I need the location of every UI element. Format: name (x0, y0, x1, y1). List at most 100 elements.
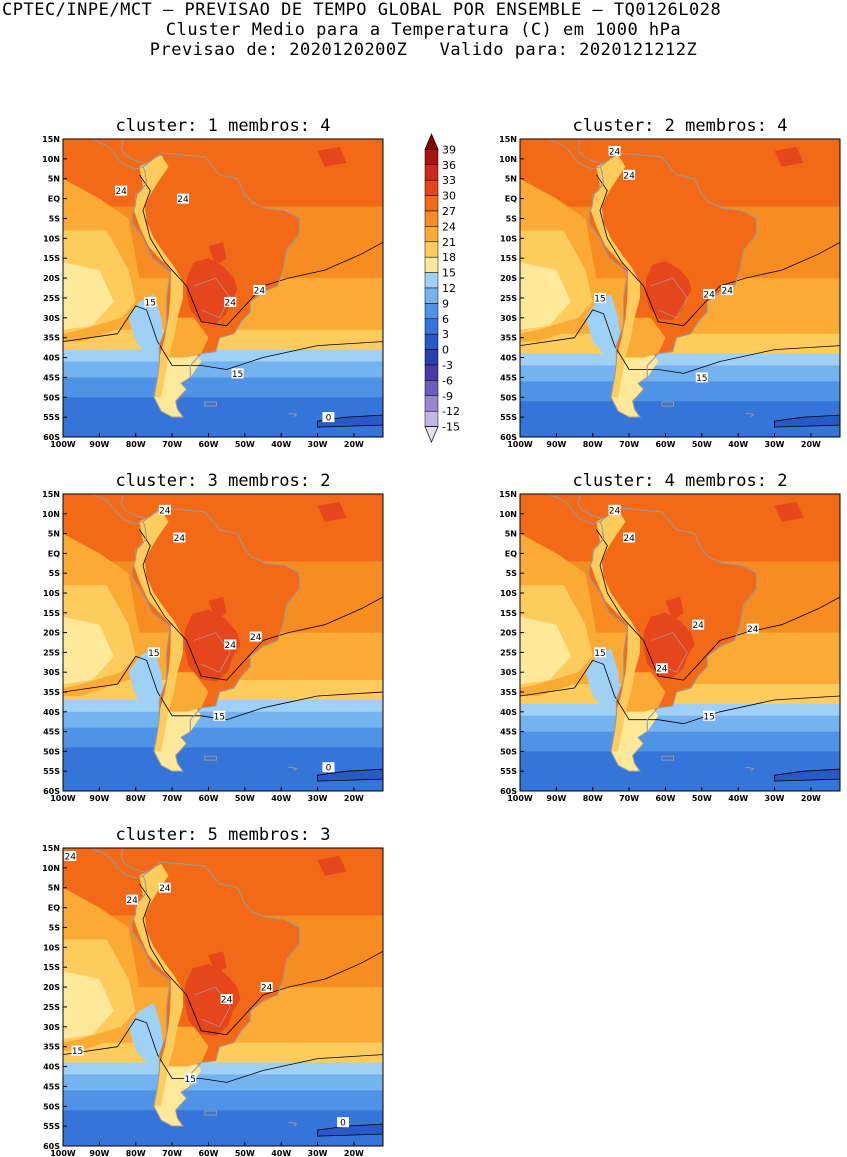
contour-label: 24 (609, 147, 621, 157)
colorbar-triangle-top (424, 133, 439, 150)
lon-label: 20W (344, 1149, 364, 1157)
contour-label: 15 (594, 649, 605, 659)
lat-label: 5N (505, 175, 517, 184)
lat-label: 15N (42, 135, 60, 144)
lat-label: 45S (500, 728, 517, 737)
contour-24 (596, 174, 840, 327)
lon-label: 70W (619, 440, 639, 449)
hot-core (643, 612, 695, 679)
contour-label-box (703, 710, 716, 721)
south-continent-mild (625, 672, 666, 712)
colorbar-label: 18 (442, 251, 456, 264)
contour-label-box (594, 292, 606, 303)
lat-label: 30S (43, 1023, 60, 1032)
temperature-band-4 (63, 349, 383, 363)
temperature-band-4 (520, 703, 840, 717)
lat-label: 10S (500, 234, 517, 243)
contour-24 (139, 883, 383, 1036)
lon-label: 90W (89, 440, 109, 449)
contour-label: 24 (747, 625, 759, 635)
pacific-15-band (520, 262, 571, 330)
contour-label-box (220, 993, 233, 1004)
south-georgia (745, 412, 755, 418)
lat-label: 5S (506, 214, 518, 223)
colorbar-label: 27 (442, 205, 456, 218)
contour-15 (63, 305, 383, 370)
map-frame (519, 138, 841, 438)
lon-label: 40W (271, 440, 291, 449)
lat-label: 55S (43, 413, 60, 422)
temperature-band-5 (520, 365, 840, 382)
lat-label: 35S (43, 334, 60, 343)
contour-24 (139, 529, 383, 681)
central-america-coast (90, 139, 148, 170)
lon-label: 20W (801, 794, 821, 803)
colorbar-label: -15 (442, 421, 460, 434)
lon-label: 80W (126, 1149, 146, 1157)
colorbar-label: 30 (442, 190, 456, 203)
lon-label: 40W (728, 794, 748, 803)
lon-label: 50W (692, 794, 712, 803)
lat-label: 15S (500, 609, 517, 618)
temperature-band-5 (520, 715, 840, 733)
lon-label: 20W (344, 440, 364, 449)
lat-label: 25S (43, 294, 60, 303)
lat-label: EQ (48, 195, 60, 204)
colorbar-triangle-bottom (424, 426, 439, 443)
lon-label: 40W (728, 440, 748, 449)
lon-label: 70W (162, 1149, 182, 1157)
lat-label: 60S (500, 433, 517, 442)
hot-spot (208, 597, 227, 621)
contour-label-box (158, 504, 171, 515)
lat-label: 10S (43, 589, 60, 598)
pacific-cold-tongue (128, 648, 165, 712)
temperature-field: 24 24 24 24 15 15 (520, 139, 840, 437)
south-continent-mild (625, 317, 666, 358)
lat-label: 40S (43, 708, 60, 717)
lat-label: 40S (43, 1063, 60, 1072)
colorbar-box (424, 164, 439, 181)
lat-label: 10N (42, 864, 60, 873)
contour-label-box (213, 710, 226, 721)
lat-label: 10N (499, 510, 517, 519)
lat-label: 45S (43, 373, 60, 382)
pacific-15-band (63, 262, 114, 330)
pacific-cold-tongue (128, 294, 165, 358)
colorbar-label: 24 (442, 220, 456, 233)
colorbar-box (424, 149, 439, 166)
contour-label-box (746, 623, 759, 634)
temperature-band-4 (63, 1062, 383, 1075)
lon-label: 50W (235, 440, 255, 449)
lat-label: 15N (42, 490, 60, 499)
colorbar-box (424, 303, 439, 320)
lon-label: 20W (344, 794, 364, 803)
colorbar-box (424, 256, 439, 273)
lon-label: 100W (507, 440, 533, 449)
temperature-band-6 (63, 727, 383, 748)
falkland-islands (661, 401, 674, 407)
south-continent-mild (168, 672, 209, 712)
contour-label: 24 (225, 298, 237, 308)
contour-15 (520, 659, 840, 725)
lon-label: 50W (235, 1149, 255, 1157)
lat-label: 55S (43, 1122, 60, 1131)
andes-cool-band (590, 154, 640, 398)
lon-label: 100W (50, 1149, 76, 1157)
contour-label: 24 (225, 641, 237, 651)
hot-spot (208, 242, 227, 267)
contour-label-box (231, 368, 244, 379)
central-america-coast (547, 139, 605, 170)
contour-label: 24 (623, 534, 635, 544)
country-borders (193, 986, 231, 1028)
contour-24 (139, 174, 383, 327)
lat-label: 5N (48, 884, 60, 893)
temperature-field: 24 24 24 24 24 15 15 (520, 494, 840, 791)
atlantic-hot-spot (774, 146, 804, 167)
lat-label: 15S (43, 963, 60, 972)
lon-label: 100W (50, 794, 76, 803)
contour-label: 24 (221, 995, 233, 1005)
contour-label-box (260, 982, 273, 993)
contour-label-box (655, 663, 668, 674)
contour-label-box (703, 288, 716, 299)
header-subtitle: Cluster Medio para a Temperatura (C) em … (165, 20, 682, 40)
